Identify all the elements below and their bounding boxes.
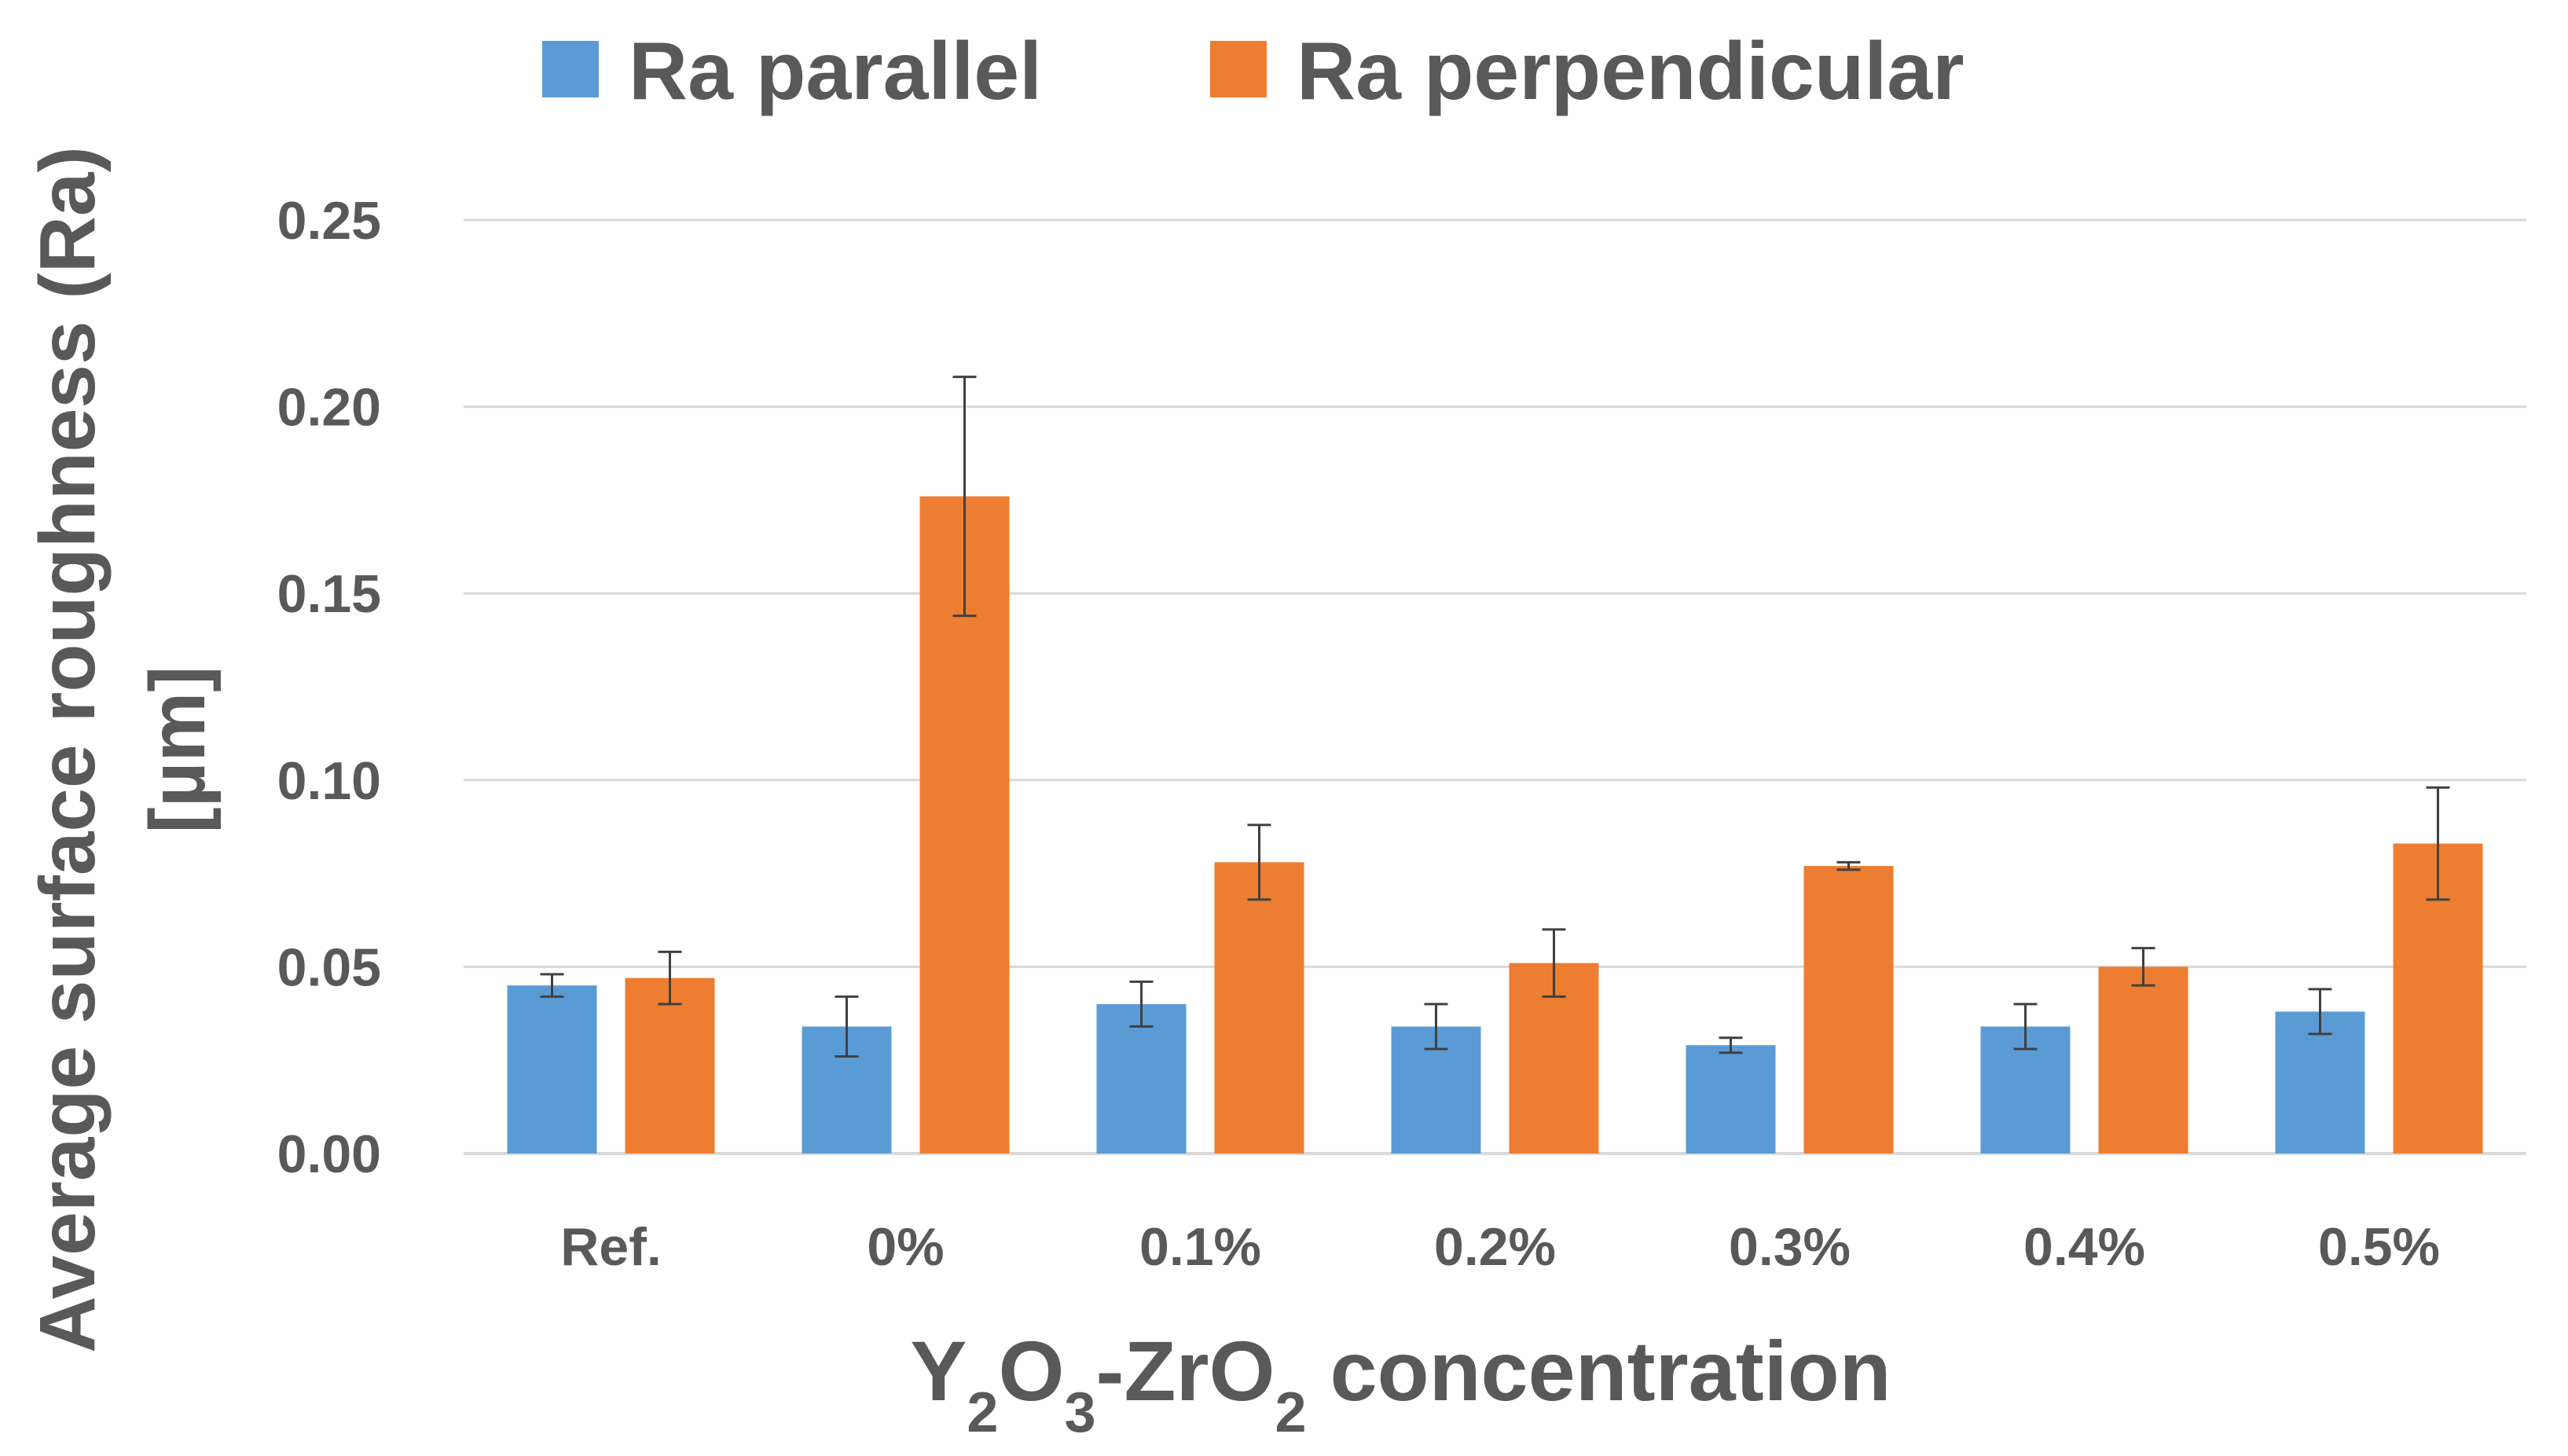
error-bar <box>1129 980 1154 1028</box>
error-bar <box>835 995 859 1058</box>
x-axis-title-subscript: 3 <box>1064 1381 1095 1444</box>
y-tick-label: 0.25 <box>277 191 381 251</box>
legend-item: Ra parallel <box>542 26 1042 117</box>
x-axis-title-subscript: 2 <box>1275 1381 1307 1444</box>
bar-perpendicular <box>2098 966 2188 1153</box>
error-bar <box>2013 1003 2038 1051</box>
error-bar <box>1719 1036 1743 1054</box>
y-tick-label: 0.05 <box>277 937 381 997</box>
x-tick-label: 0.1% <box>1139 1217 1261 1277</box>
error-bars <box>540 376 2450 1058</box>
legend: Ra parallel Ra perpendicular <box>542 26 1965 117</box>
x-tick-label: 0% <box>867 1217 944 1277</box>
legend-label: Ra perpendicular <box>1297 26 1965 117</box>
legend-swatch <box>1210 41 1267 97</box>
bar-parallel <box>2275 1011 2365 1153</box>
x-axis-title-part: -ZrO <box>1096 1323 1275 1418</box>
x-tick-label: 0.4% <box>2023 1217 2145 1277</box>
error-bar <box>1424 1003 1448 1051</box>
y-tick-label: 0.20 <box>277 378 381 438</box>
y-tick-label: 0.00 <box>277 1124 381 1184</box>
bar-parallel <box>1686 1045 1776 1153</box>
legend-label: Ra parallel <box>629 26 1042 117</box>
x-tick-label: Ref. <box>560 1217 661 1277</box>
x-tick-labels: Ref. 0% 0.1% 0.2% 0.3% 0.4% 0.5% <box>560 1217 2440 1277</box>
legend-item: Ra perpendicular <box>1210 26 1965 117</box>
bar-perpendicular <box>1803 866 1894 1153</box>
error-bar <box>658 950 682 1006</box>
x-axis-title-part: O <box>998 1323 1064 1418</box>
y-axis-title: Average surface roughness (Ra) [µm] <box>24 146 222 1353</box>
x-tick-label: 0.3% <box>1729 1217 1851 1277</box>
error-bar <box>2426 786 2450 901</box>
error-bar <box>1836 860 1861 871</box>
error-bar <box>952 376 977 618</box>
error-bar <box>540 973 564 998</box>
y-axis-title-line: Average surface roughness (Ra) <box>24 146 112 1353</box>
x-axis-title-subscript: 2 <box>967 1381 998 1444</box>
x-tick-label: 0.5% <box>2318 1217 2440 1277</box>
bar-parallel <box>1096 1003 1187 1153</box>
error-bar <box>2131 947 2155 987</box>
grid-lines <box>464 218 2526 1155</box>
x-axis-title-part: Y <box>910 1323 967 1418</box>
error-bar <box>1542 928 1566 998</box>
x-tick-label: 0.2% <box>1434 1217 1556 1277</box>
x-axis-title-part: concentration <box>1307 1323 1891 1418</box>
bar-parallel <box>507 985 597 1153</box>
error-bar <box>1247 823 1271 901</box>
bars <box>507 496 2483 1153</box>
y-tick-label: 0.15 <box>277 564 381 624</box>
y-axis-title-line: [µm] <box>134 666 222 833</box>
legend-swatch <box>542 41 599 97</box>
y-tick-labels: 0.00 0.05 0.10 0.15 0.20 0.25 <box>277 191 381 1184</box>
error-bar <box>2308 988 2332 1036</box>
y-tick-label: 0.10 <box>277 751 381 811</box>
bar-perpendicular <box>625 977 715 1153</box>
x-axis-title: Y2O3-ZrO2 concentration <box>910 1323 1891 1444</box>
bar-perpendicular <box>1214 862 1304 1153</box>
